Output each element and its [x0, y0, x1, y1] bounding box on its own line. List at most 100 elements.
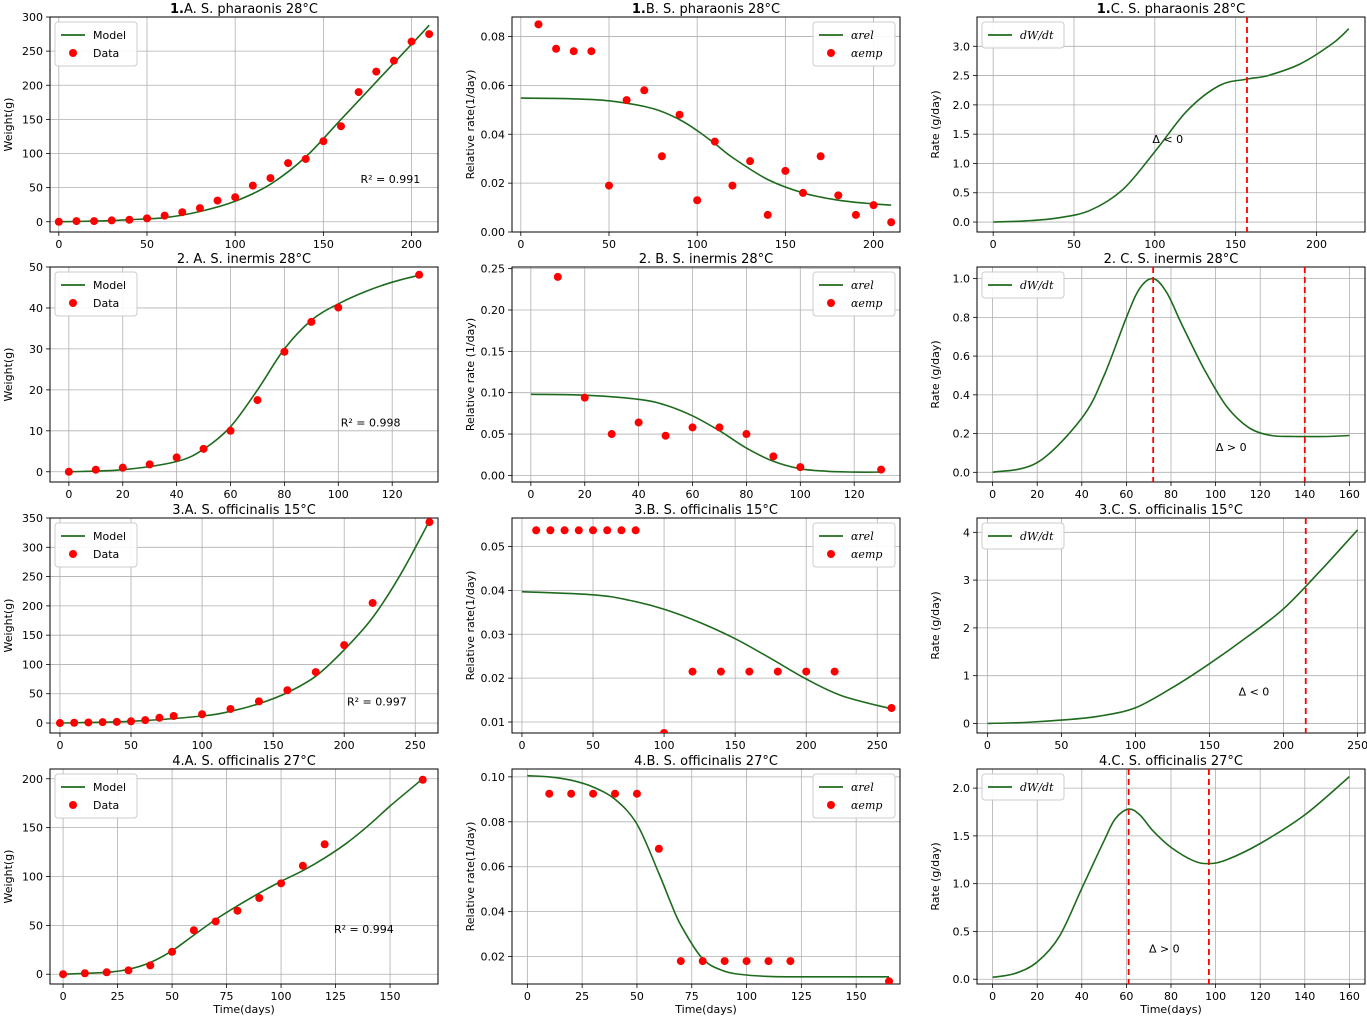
data-point	[284, 159, 293, 168]
legend-label: dW/dt	[1020, 530, 1054, 543]
data-point	[688, 667, 697, 676]
data-point	[112, 717, 121, 726]
annotation-label: Δ > 0	[1149, 942, 1180, 955]
subplot-title: 2. A. S. inermis 28°C	[177, 252, 311, 267]
x-tick-label: 150	[380, 990, 401, 1003]
y-tick-label: 0.02	[481, 177, 506, 190]
plot-area	[527, 774, 894, 984]
annotation-label: R² = 0.994	[334, 923, 394, 936]
y-tick-label: 0.10	[481, 771, 506, 784]
y-tick-label: 250	[22, 571, 43, 584]
data-point	[72, 217, 81, 226]
data-point	[54, 217, 63, 226]
x-tick-label: 50	[1067, 238, 1081, 251]
data-point	[98, 718, 107, 727]
legend-label: αrel	[851, 279, 874, 292]
y-tick-label: 150	[22, 822, 43, 835]
plot-area	[64, 270, 424, 476]
y-tick-label: 2.5	[953, 70, 971, 83]
data-point	[603, 526, 612, 535]
annotation-label: Δ < 0	[1152, 133, 1183, 146]
data-point	[146, 961, 155, 970]
data-point	[141, 716, 150, 725]
legend-label: αemp	[851, 297, 882, 310]
subplot-title: 4.C. S. officinalis 27°C	[1099, 754, 1243, 769]
grid	[977, 769, 1365, 984]
series-line	[527, 774, 889, 978]
data-point	[587, 47, 596, 56]
data-point	[425, 518, 434, 527]
y-tick-label: 250	[22, 45, 43, 58]
y-tick-label: 3.0	[953, 40, 971, 53]
y-tick-label: 0.25	[481, 263, 506, 276]
legend-label: Model	[93, 530, 126, 543]
y-axis-label: Relative rate(1/day)	[464, 70, 477, 180]
y-axis-label: Weight(g)	[2, 98, 15, 152]
legend: Model Data	[54, 522, 138, 568]
data-point	[125, 215, 134, 224]
y-tick-label: 0	[36, 216, 43, 229]
y-tick-label: 0.00	[481, 226, 506, 239]
data-point	[869, 201, 878, 210]
y-axis-label: Rate (g/day)	[929, 340, 942, 408]
legend: dW/dt	[981, 773, 1065, 801]
x-tick-label: 150	[1225, 238, 1246, 251]
legend-label: Model	[93, 29, 126, 42]
subplot-title: 4.B. S. officinalis 27°C	[634, 754, 778, 769]
legend-box	[981, 773, 1065, 801]
axes-frame	[511, 16, 901, 233]
y-tick-label: 0.0	[953, 216, 971, 229]
title-text: A. S. pharaonis 28°C	[184, 2, 318, 17]
data-point	[675, 110, 684, 119]
data-point	[715, 423, 724, 432]
y-tick-label: 0.15	[481, 345, 506, 358]
subplot-4: 0 20 40 60 80 100 120 0 10 20 30 40 50 2. A. S. inerm…	[2, 252, 439, 501]
legend: Model Data	[54, 21, 138, 67]
legend-label: Data	[93, 297, 119, 310]
y-tick-label: 100	[22, 658, 43, 671]
y-tick-label: 200	[22, 79, 43, 92]
y-tick-label: 0.03	[481, 628, 506, 641]
x-tick-label: 0	[990, 238, 997, 251]
legend-marker-swatch	[69, 801, 77, 809]
data-point	[742, 957, 751, 966]
data-point	[745, 667, 754, 676]
y-tick-label: 10	[29, 425, 43, 438]
x-tick-label: 100	[328, 488, 349, 501]
annotation-label: Δ > 0	[1216, 441, 1247, 454]
data-point	[407, 37, 416, 46]
x-tick-label: 0	[989, 488, 996, 501]
series-line	[68, 274, 420, 473]
series-line	[530, 393, 882, 473]
y-tick-label: 2.0	[953, 99, 971, 112]
y-tick-label: 0.20	[481, 304, 506, 317]
legend-marker-swatch	[827, 550, 835, 558]
axes-frame	[976, 266, 1366, 483]
x-tick-label: 25	[575, 990, 589, 1003]
y-tick-label: 0.5	[953, 925, 971, 938]
data-point	[213, 196, 222, 205]
legend-label: Data	[93, 548, 119, 561]
subplot-title: 4.A. S. officinalis 27°C	[172, 754, 316, 769]
x-tick-label: 40	[632, 488, 646, 501]
data-point	[769, 452, 778, 461]
y-tick-label: 0.10	[481, 387, 506, 400]
x-tick-label: 100	[790, 488, 811, 501]
axes-frame	[511, 768, 901, 985]
data-point	[320, 840, 329, 849]
y-tick-label: 200	[22, 600, 43, 613]
data-point	[211, 917, 220, 926]
subplot-title: 3.A. S. officinalis 15°C	[172, 503, 316, 518]
y-axis-label: Weight(g)	[2, 850, 15, 904]
data-point	[534, 20, 543, 29]
y-tick-label: 0.05	[481, 541, 506, 554]
y-tick-label: 4	[963, 526, 970, 539]
x-tick-label: 150	[775, 238, 796, 251]
x-tick-label: 125	[791, 990, 812, 1003]
y-tick-label: 1.0	[953, 157, 971, 170]
data-point	[307, 317, 316, 326]
y-tick-label: 0	[36, 466, 43, 479]
data-point	[553, 272, 562, 281]
data-point	[816, 152, 825, 161]
